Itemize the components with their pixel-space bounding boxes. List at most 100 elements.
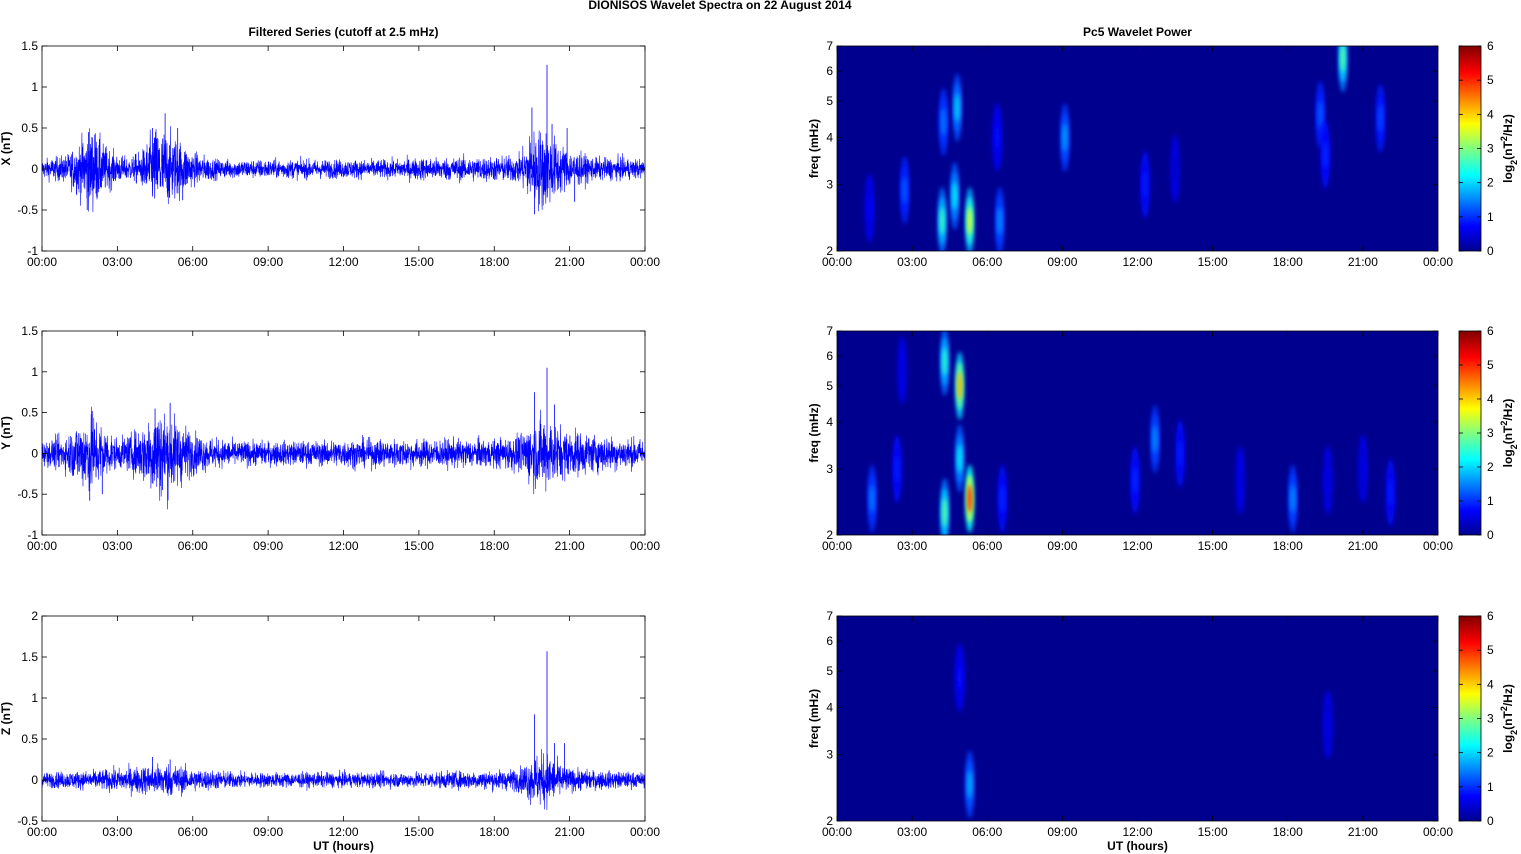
y-tick-label: 6 bbox=[826, 349, 833, 363]
x-tick-label: 15:00 bbox=[404, 255, 434, 269]
x-tick-label: 00:00 bbox=[822, 539, 852, 553]
heatmap-blob bbox=[952, 181, 957, 210]
colorbar-tick-label: 0 bbox=[1487, 528, 1494, 542]
chart-pc5-wavelet-power-y: 0 1 2 3 4 5 6 log2(nT2/Hz) 00:00 03:00 06:00 09:00 1… bbox=[807, 324, 1519, 553]
y-axis-label: Y (nT) bbox=[0, 416, 13, 450]
heatmap-blob bbox=[942, 498, 947, 527]
y-tick-label: 0 bbox=[31, 773, 38, 787]
y-axis-label: Z (nT) bbox=[0, 702, 13, 735]
y-tick-label: 4 bbox=[826, 701, 833, 715]
x-tick-label: 21:00 bbox=[555, 825, 585, 839]
y-axis-label: freq (mHz) bbox=[807, 119, 821, 178]
colorbar-tick-label: 2 bbox=[1487, 460, 1494, 474]
colorbar-tick-label: 6 bbox=[1487, 609, 1494, 623]
x-axis-label: UT (hours) bbox=[313, 839, 374, 853]
x-tick-label: 18:00 bbox=[1273, 539, 1303, 553]
y-tick-label: 0.5 bbox=[21, 406, 38, 420]
y-tick-label: 4 bbox=[826, 131, 833, 145]
y-tick-label: -0.5 bbox=[17, 487, 38, 501]
heatmap-blob bbox=[955, 93, 960, 122]
heatmap-blob bbox=[1172, 155, 1178, 184]
heatmap-blob bbox=[967, 484, 972, 513]
chart-title: Filtered Series (cutoff at 2.5 mHz) bbox=[248, 25, 438, 39]
x-tick-label: 00:00 bbox=[822, 255, 852, 269]
heatmap-blob bbox=[1378, 104, 1383, 133]
chart-filtered-series-z: 00:00 03:00 06:00 09:00 12:00 15:00 18:00 21:00… bbox=[0, 609, 660, 853]
y-tick-label: 1 bbox=[31, 365, 38, 379]
colorbar-label: log2(nT2/Hz) bbox=[1499, 399, 1519, 468]
y-tick-label: -0.5 bbox=[17, 203, 38, 217]
x-tick-label: 06:00 bbox=[178, 825, 208, 839]
heatmap-blob bbox=[1323, 140, 1328, 169]
heatmap-blob bbox=[957, 663, 962, 692]
y-tick-label: 4 bbox=[826, 415, 833, 429]
colorbar-tick-label: 3 bbox=[1487, 426, 1494, 440]
heatmap-blob bbox=[1325, 710, 1331, 739]
y-tick-label: 6 bbox=[826, 64, 833, 78]
heatmap-blob bbox=[942, 347, 947, 376]
colorbar-label: log2(nT2/Hz) bbox=[1499, 114, 1519, 183]
x-tick-label: 00:00 bbox=[630, 539, 660, 553]
colorbar bbox=[1459, 331, 1481, 535]
x-tick-label: 09:00 bbox=[253, 825, 283, 839]
x-tick-label: 12:00 bbox=[328, 825, 358, 839]
x-tick-label: 12:00 bbox=[328, 539, 358, 553]
chart-pc5-wavelet-power-z: 0 1 2 3 4 5 6 log2(nT2/Hz) 00:00 03:00 06:00 09:00 1… bbox=[807, 609, 1519, 853]
x-tick-label: 00:00 bbox=[1423, 825, 1453, 839]
colorbar-tick-label: 1 bbox=[1487, 780, 1494, 794]
heatmap-blob bbox=[1237, 466, 1243, 495]
x-tick-label: 18:00 bbox=[1273, 825, 1303, 839]
colorbar-tick-label: 3 bbox=[1487, 712, 1494, 726]
x-tick-label: 00:00 bbox=[27, 825, 57, 839]
chart-filtered-series-x: 00:00 03:00 06:00 09:00 12:00 15:00 18:00 21:00… bbox=[0, 25, 660, 269]
y-tick-label: 0.5 bbox=[21, 732, 38, 746]
colorbar bbox=[1459, 46, 1481, 251]
heatmap-blob bbox=[967, 207, 972, 236]
heatmap-blob bbox=[1318, 100, 1323, 129]
data-series-line bbox=[42, 406, 645, 510]
data-series-line bbox=[42, 126, 645, 212]
y-tick-label: 1.5 bbox=[21, 650, 38, 664]
heatmap-blob bbox=[941, 107, 946, 136]
colorbar-tick-label: 0 bbox=[1487, 244, 1494, 258]
x-tick-label: 15:00 bbox=[1198, 539, 1228, 553]
x-tick-label: 12:00 bbox=[1122, 255, 1152, 269]
x-tick-label: 03:00 bbox=[897, 825, 927, 839]
heatmap-blob bbox=[869, 484, 875, 513]
heatmap-cells bbox=[955, 643, 1333, 819]
heatmap-blob bbox=[867, 194, 872, 223]
colorbar-tick-label: 2 bbox=[1487, 746, 1494, 760]
y-tick-label: 1 bbox=[31, 80, 38, 94]
heatmap-blob bbox=[1062, 123, 1068, 152]
y-tick-label: 5 bbox=[826, 94, 833, 108]
y-tick-label: 5 bbox=[826, 379, 833, 393]
colorbar-tick-label: 6 bbox=[1487, 324, 1494, 338]
y-tick-label: 2 bbox=[31, 609, 38, 623]
y-tick-label: -0.5 bbox=[17, 814, 38, 828]
colorbar bbox=[1459, 616, 1481, 821]
y-tick-label: 3 bbox=[826, 462, 833, 476]
y-axis-label: freq (mHz) bbox=[807, 689, 821, 748]
heatmap-blob bbox=[1388, 478, 1393, 507]
x-tick-label: 00:00 bbox=[1423, 255, 1453, 269]
colorbar-tick-label: 6 bbox=[1487, 39, 1494, 53]
x-tick-label: 18:00 bbox=[479, 255, 509, 269]
y-tick-label: 3 bbox=[826, 748, 833, 762]
x-tick-label: 00:00 bbox=[822, 825, 852, 839]
chart-filtered-series-y: 00:00 03:00 06:00 09:00 12:00 15:00 18:00 21:00… bbox=[0, 324, 660, 553]
heatmap-blob bbox=[1152, 425, 1158, 454]
x-tick-label: 12:00 bbox=[1122, 825, 1152, 839]
y-tick-label: 1.5 bbox=[21, 324, 38, 338]
x-tick-label: 09:00 bbox=[1047, 539, 1077, 553]
x-tick-label: 00:00 bbox=[630, 825, 660, 839]
y-tick-label: 1 bbox=[31, 691, 38, 705]
y-tick-label: 0.5 bbox=[21, 121, 38, 135]
x-tick-label: 06:00 bbox=[972, 825, 1002, 839]
x-axis-label: UT (hours) bbox=[1107, 839, 1168, 853]
heatmap-blob bbox=[902, 176, 907, 205]
heatmap-blob bbox=[1340, 46, 1346, 73]
x-tick-label: 09:00 bbox=[253, 255, 283, 269]
colorbar-tick-label: 4 bbox=[1487, 107, 1494, 121]
heatmap-cells bbox=[867, 331, 1395, 535]
